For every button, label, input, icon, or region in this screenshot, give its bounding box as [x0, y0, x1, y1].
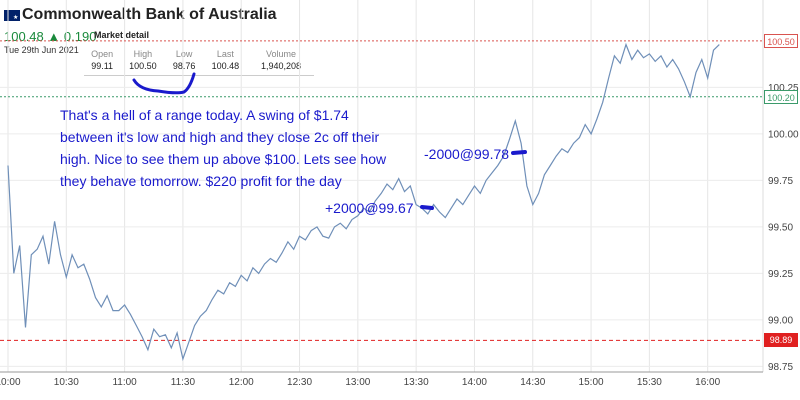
- y-tick-label: 99.00: [768, 315, 793, 326]
- x-tick-label: 12:00: [229, 377, 254, 388]
- high-value: 100.50: [129, 61, 157, 71]
- x-tick-label: 10:30: [54, 377, 79, 388]
- horizontal-gridlines: [0, 86, 763, 367]
- y-tick-label: 99.75: [768, 176, 793, 187]
- company-name: Commonwealth Bank of Australia: [22, 6, 277, 23]
- market-detail-values: 99.11 100.50 98.76 100.48 1,940,208: [84, 60, 314, 76]
- y-tick-label: 100.00: [768, 129, 799, 140]
- x-tick-label: 15:30: [637, 377, 662, 388]
- market-detail-labels: Open High Low Last Volume: [84, 48, 314, 60]
- market-detail-title: Market detail: [94, 30, 150, 40]
- sell-annotation: -2000@99.78: [424, 146, 510, 162]
- last-label: Last: [216, 49, 234, 59]
- open-label: Open: [91, 49, 114, 59]
- x-tick-label: 11:00: [112, 377, 137, 388]
- volume-label: Volume: [265, 49, 297, 59]
- price-series-line: [7, 42, 720, 362]
- x-tick-label: 12:30: [287, 377, 312, 388]
- sell-marker: [511, 150, 527, 155]
- x-axis-ticks: 10:00 10:30 11:00 11:30 12:00 12:30 13:00 13:30…: [0, 377, 721, 388]
- price-summary: 100.48 ▲ 0.190: [4, 29, 96, 44]
- high-label: High: [133, 49, 153, 59]
- y-tick-label: 100.25: [768, 83, 799, 94]
- volume-value: 1,940,208: [260, 61, 302, 71]
- day-low-price-tag: 98.89: [764, 333, 798, 348]
- y-axis-ticks: 98.75 99.00 99.25 99.50 99.75 100.00 100.25: [768, 83, 799, 373]
- high-low-underline-mark: [132, 72, 196, 95]
- australian-flag-icon: ★: [4, 10, 20, 21]
- last-value: 100.48: [211, 61, 240, 71]
- day-high-price-tag: 100.50: [764, 33, 798, 48]
- y-tick-label: 99.25: [768, 269, 793, 280]
- price-change: 0.190: [63, 29, 97, 44]
- x-tick-label: 10:00: [0, 377, 21, 388]
- low-value: 98.76: [172, 61, 196, 71]
- x-tick-label: 13:30: [404, 377, 429, 388]
- up-arrow-icon: ▲: [47, 29, 61, 44]
- vertical-gridlines: [7, 0, 709, 372]
- y-tick-label: 99.50: [768, 222, 793, 233]
- y-tick-label: 98.75: [768, 362, 793, 373]
- market-detail-table: Open High Low Last Volume 99.11 100.50 9…: [84, 48, 314, 76]
- x-tick-label: 13:00: [345, 377, 370, 388]
- buy-marker: [420, 205, 434, 210]
- close-price-tag: 100.20: [764, 89, 798, 104]
- x-tick-label: 14:00: [462, 377, 487, 388]
- x-tick-label: 14:30: [520, 377, 545, 388]
- buy-annotation: +2000@99.67: [325, 200, 414, 216]
- low-label: Low: [175, 49, 193, 59]
- x-tick-label: 16:00: [695, 377, 720, 388]
- last-price: 100.48: [4, 29, 44, 44]
- open-value: 99.11: [91, 61, 114, 71]
- x-tick-label: 11:30: [171, 377, 196, 388]
- trade-date: Tue 29th Jun 2021: [4, 45, 79, 55]
- x-tick-label: 15:00: [579, 377, 604, 388]
- trader-note: That's a hell of a range today. A swing …: [60, 107, 387, 189]
